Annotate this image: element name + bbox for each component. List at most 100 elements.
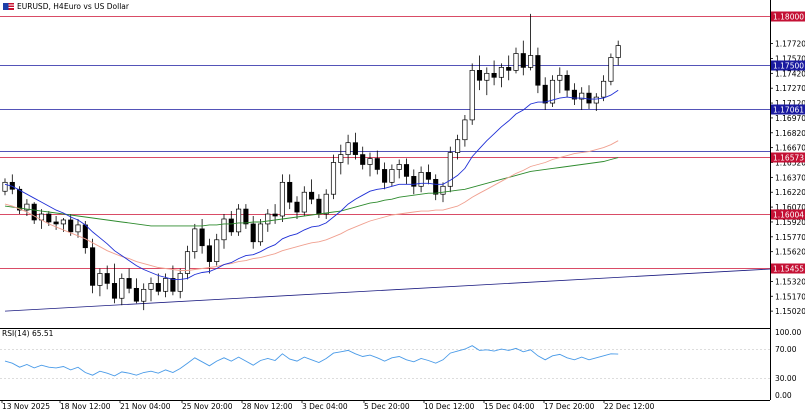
candle-body xyxy=(75,224,81,233)
candle-body xyxy=(82,224,88,249)
candle-body xyxy=(301,191,307,213)
candle-body xyxy=(382,169,388,183)
candle-body xyxy=(294,201,300,213)
candle-body xyxy=(601,80,607,98)
ma-blue-line xyxy=(4,89,619,280)
price-tick-label: 1.16970 xyxy=(775,114,805,123)
candle-body xyxy=(126,278,132,289)
level-label-text: 1.17061 xyxy=(773,106,804,115)
candle-body xyxy=(199,228,205,247)
time-tick-label: 10 Dec 12:00 xyxy=(424,402,475,410)
candle-body xyxy=(535,55,541,86)
candle-body xyxy=(141,288,147,302)
level-price-labels: 1.18000 1.17500 1.17061 1.16573 1.16004 1.154… xyxy=(771,11,805,274)
rsi-axis-100: 100.00 xyxy=(775,328,801,337)
candle-body xyxy=(608,57,614,82)
price-axis[interactable]: 1.17720 1.17570 1.17420 1.17270 1.17120 1.169… xyxy=(770,40,805,317)
candle-body xyxy=(228,218,234,233)
candle-body xyxy=(60,219,66,225)
time-tick-label: 3 Dec 04:00 xyxy=(302,402,348,410)
price-tick-label: 1.17270 xyxy=(775,84,805,93)
candle-body xyxy=(97,273,103,286)
candle-body xyxy=(513,53,519,71)
rsi-label: RSI(14) 65.51 xyxy=(2,329,54,338)
time-axis[interactable]: 13 Nov 2025 18 Nov 12:00 21 Nov 04:00 25 No… xyxy=(1,400,655,410)
candle-body xyxy=(571,89,577,100)
level-label-box xyxy=(771,104,805,115)
candle-body xyxy=(418,172,424,187)
level-label-text: 1.16573 xyxy=(773,154,804,163)
candle-body xyxy=(469,70,475,121)
candle-body xyxy=(177,273,183,292)
candle-body xyxy=(133,287,139,302)
symbol-description: Euro vs US Dollar xyxy=(64,2,130,11)
level-label-text: 1.18000 xyxy=(773,13,804,22)
rsi-axis-30: 30.00 xyxy=(775,374,797,383)
candle-body xyxy=(338,154,344,163)
candle-body xyxy=(396,164,402,170)
price-tick-label: 1.15620 xyxy=(775,248,805,257)
candle-body xyxy=(265,213,271,225)
candle-body xyxy=(367,158,373,165)
time-tick-label: 28 Nov 12:00 xyxy=(242,402,293,410)
candle-body xyxy=(491,72,497,78)
rsi-pane[interactable]: RSI(14) 65.51 100.00 70.00 30.00 0.00 xyxy=(0,328,801,400)
level-label-box xyxy=(771,11,805,22)
time-tick-label: 5 Dec 20:00 xyxy=(364,402,410,410)
rsi-line xyxy=(4,345,619,377)
price-tick-label: 1.16070 xyxy=(775,203,805,212)
price-tick-label: 1.16220 xyxy=(775,188,805,197)
candle-body xyxy=(352,142,358,155)
candle-body xyxy=(440,185,446,195)
candle-body xyxy=(309,191,315,200)
candle-body xyxy=(476,70,483,81)
time-tick-label: 15 Dec 04:00 xyxy=(484,402,535,410)
candle-body xyxy=(360,154,366,165)
candle-body xyxy=(455,139,461,153)
horizontal-levels[interactable] xyxy=(0,16,770,269)
price-tick-label: 1.15170 xyxy=(775,292,805,301)
candle-body xyxy=(345,142,351,155)
level-label-box xyxy=(771,60,805,71)
candle-body xyxy=(593,96,599,104)
time-tick-label: 18 Nov 12:00 xyxy=(60,402,111,410)
candle-body xyxy=(316,198,322,215)
candle-body xyxy=(170,278,176,292)
time-tick-label: 17 Dec 20:00 xyxy=(544,402,595,410)
candle-body xyxy=(425,172,431,180)
candle-body xyxy=(579,92,585,100)
price-tick-label: 1.17570 xyxy=(775,54,805,63)
price-tick-label: 1.15320 xyxy=(775,277,805,286)
candle-body xyxy=(53,221,59,225)
candle-body xyxy=(542,84,548,104)
price-tick-label: 1.16370 xyxy=(775,173,805,182)
candle-body xyxy=(68,219,74,233)
price-tick-label: 1.17120 xyxy=(775,99,805,108)
candle-body xyxy=(287,181,293,203)
candle-body xyxy=(221,218,227,241)
candle-body xyxy=(484,72,490,81)
candle-body xyxy=(506,67,512,71)
trendline[interactable] xyxy=(4,237,805,312)
price-tick-label: 1.15020 xyxy=(775,307,805,316)
time-tick-label: 25 Nov 20:00 xyxy=(182,402,233,410)
candle-body xyxy=(214,239,220,262)
candle-body xyxy=(557,74,563,81)
candle-body xyxy=(528,55,534,68)
candle-body xyxy=(163,278,169,292)
candle-body xyxy=(447,152,453,187)
candle-body xyxy=(374,158,380,170)
candle-body xyxy=(389,169,395,183)
candle-body xyxy=(403,164,410,177)
price-tick-label: 1.17720 xyxy=(775,40,805,49)
level-label-box xyxy=(771,152,805,163)
time-tick-label: 21 Nov 04:00 xyxy=(120,402,171,410)
candle-body xyxy=(46,213,52,223)
level-label-box xyxy=(771,263,805,274)
rsi-axis-0: 0.00 xyxy=(775,391,792,400)
level-label-text: 1.16004 xyxy=(773,211,804,220)
candle-body xyxy=(586,92,592,104)
price-pane[interactable] xyxy=(0,13,805,312)
candle-body xyxy=(119,278,125,299)
